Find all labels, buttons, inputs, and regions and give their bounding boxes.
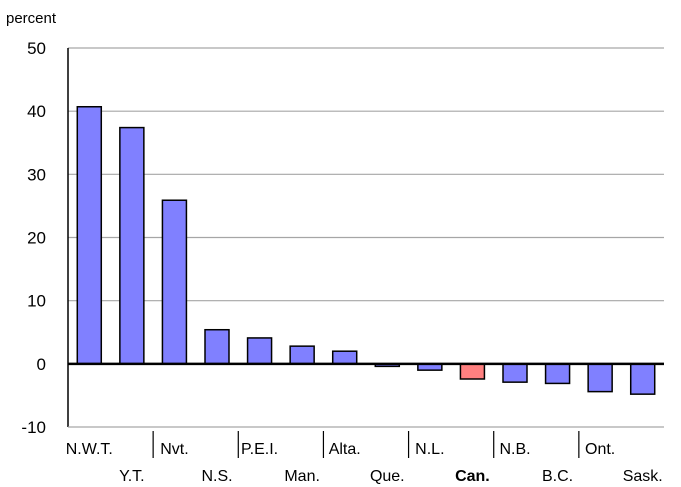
x-tick-label: B.C. [542,468,573,485]
bars [76,105,656,395]
y-tick-label: 30 [27,165,46,184]
y-tick-label: 0 [37,355,46,374]
x-axis-labels: N.W.T. Y.T. Nvt. N.S. P.E.I. Man. Alta. Que. N.L… [66,441,663,485]
x-tick-label: Alta. [329,441,361,458]
x-tick-label: P.E.I. [241,441,278,458]
x-tick-label: Can. [455,468,490,485]
y-tick-label: 40 [27,102,46,121]
y-tick-label: 10 [27,292,46,311]
bar-can [459,363,486,380]
y-axis-label: percent [6,10,57,27]
y-axis-ticks: -10 0 10 20 30 40 50 [21,39,46,437]
x-tick-label: N.W.T. [66,441,113,458]
bar-b-c [544,363,571,385]
x-tick-label: Que. [370,468,405,485]
x-tick-label: N.S. [201,468,232,485]
bar-ont [587,363,613,393]
bar-sask [629,363,656,395]
bar-n-s [204,328,230,365]
x-tick-label: N.L. [415,441,444,458]
gridlines [68,47,664,302]
bar-n-b [502,363,528,383]
bar-alta [331,350,358,365]
x-tick-label: Y.T. [119,468,145,485]
bar-man [289,345,315,365]
y-tick-label: 50 [27,39,46,58]
axes [67,48,664,458]
x-tick-label: Man. [284,468,320,485]
bar-y-t [119,126,145,365]
y-tick-label: 20 [27,229,46,248]
x-tick-label: N.B. [499,441,530,458]
bar-p-e-i [246,337,273,365]
y-tick-label: -10 [21,418,46,437]
bar-n-w-t [76,105,103,365]
x-tick-label: Ont. [585,441,615,458]
bar-nvt [161,199,188,365]
x-tick-label: Nvt. [160,441,188,458]
x-tick-label: Sask. [623,468,663,485]
